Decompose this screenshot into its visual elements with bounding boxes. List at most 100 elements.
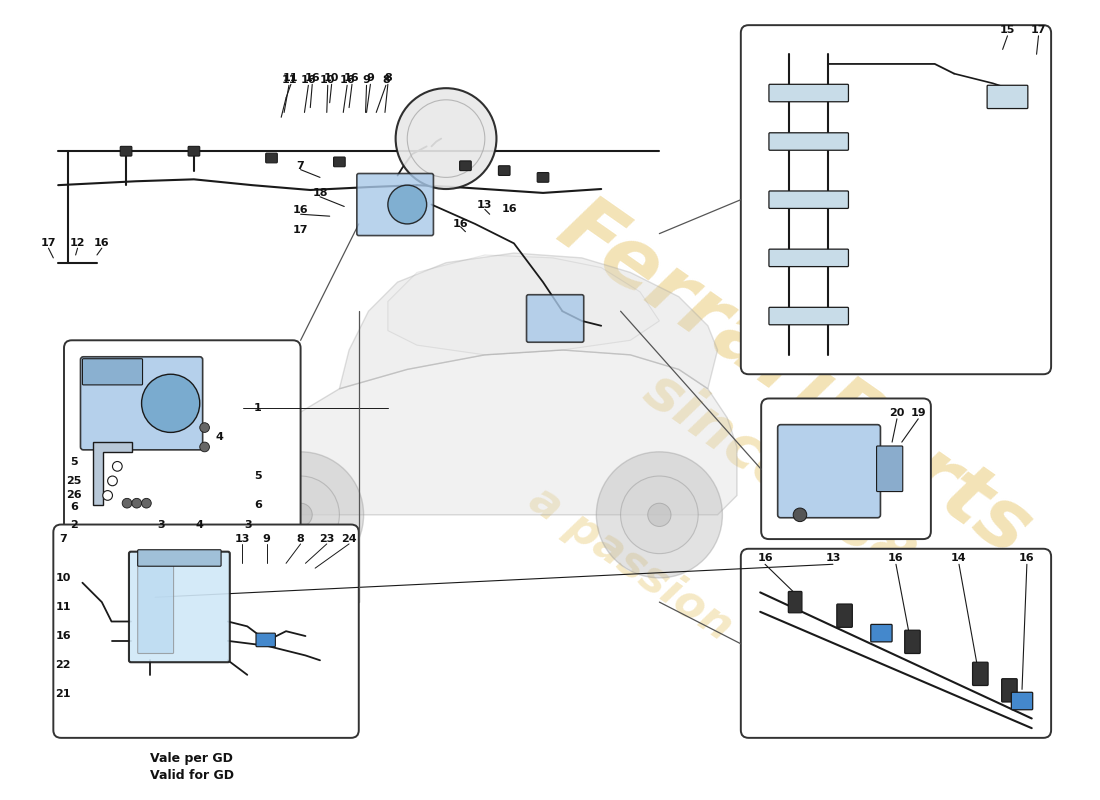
Text: a passion: a passion	[520, 478, 740, 649]
Text: 3: 3	[244, 519, 252, 530]
Text: 23: 23	[319, 534, 334, 544]
Text: 13: 13	[825, 554, 840, 563]
FancyBboxPatch shape	[769, 84, 848, 102]
FancyBboxPatch shape	[53, 525, 359, 738]
Circle shape	[142, 374, 200, 433]
FancyBboxPatch shape	[769, 307, 848, 325]
Text: 5: 5	[254, 471, 262, 481]
FancyBboxPatch shape	[527, 294, 584, 342]
Text: 16: 16	[757, 554, 773, 563]
Text: 6: 6	[69, 502, 78, 512]
Text: 16: 16	[1019, 554, 1035, 563]
Circle shape	[620, 476, 698, 554]
FancyBboxPatch shape	[904, 630, 921, 654]
Circle shape	[262, 476, 340, 554]
FancyBboxPatch shape	[266, 153, 277, 163]
Circle shape	[388, 185, 427, 224]
Text: 11: 11	[282, 75, 297, 86]
Text: 18: 18	[312, 188, 328, 198]
Text: 26: 26	[66, 490, 81, 501]
FancyBboxPatch shape	[769, 133, 848, 150]
FancyBboxPatch shape	[761, 398, 931, 539]
Text: 4: 4	[216, 432, 223, 442]
FancyBboxPatch shape	[740, 25, 1052, 374]
Text: 11: 11	[55, 602, 70, 612]
Circle shape	[132, 498, 142, 508]
Polygon shape	[94, 442, 132, 505]
Text: 16: 16	[339, 75, 355, 86]
FancyBboxPatch shape	[498, 166, 510, 175]
Circle shape	[596, 452, 723, 578]
FancyBboxPatch shape	[789, 591, 802, 613]
Text: 16: 16	[502, 204, 517, 214]
Text: 12: 12	[69, 238, 86, 248]
Text: 16: 16	[94, 238, 110, 248]
Text: 14: 14	[952, 554, 967, 563]
Polygon shape	[340, 253, 717, 389]
FancyBboxPatch shape	[82, 358, 143, 385]
Circle shape	[238, 452, 364, 578]
Circle shape	[112, 462, 122, 471]
FancyBboxPatch shape	[1002, 678, 1018, 702]
Text: 16: 16	[55, 631, 70, 641]
Text: 17: 17	[41, 238, 56, 248]
Text: 15: 15	[1000, 25, 1015, 35]
Circle shape	[200, 422, 209, 433]
Text: 10: 10	[55, 573, 70, 583]
Text: 7: 7	[297, 161, 305, 170]
Text: 19: 19	[911, 408, 926, 418]
Text: 9: 9	[363, 75, 371, 86]
FancyBboxPatch shape	[837, 604, 852, 627]
Circle shape	[108, 476, 118, 486]
Text: 16: 16	[300, 75, 316, 86]
Text: 10: 10	[320, 75, 336, 86]
FancyBboxPatch shape	[120, 146, 132, 156]
Text: 16: 16	[344, 74, 360, 83]
FancyBboxPatch shape	[778, 425, 880, 518]
Text: 16: 16	[305, 74, 320, 83]
FancyBboxPatch shape	[769, 191, 848, 209]
Text: 13: 13	[234, 534, 250, 544]
Text: 24: 24	[341, 534, 356, 544]
Text: 16: 16	[293, 206, 308, 215]
Text: 11: 11	[283, 74, 298, 83]
FancyBboxPatch shape	[188, 146, 200, 156]
FancyBboxPatch shape	[537, 173, 549, 182]
Polygon shape	[213, 350, 737, 515]
FancyBboxPatch shape	[460, 161, 471, 170]
FancyBboxPatch shape	[64, 340, 300, 534]
Circle shape	[396, 88, 496, 189]
Text: 7: 7	[59, 534, 67, 544]
FancyBboxPatch shape	[129, 552, 230, 662]
FancyBboxPatch shape	[1011, 692, 1033, 710]
Text: 1: 1	[254, 403, 262, 413]
Text: 8: 8	[297, 534, 305, 544]
Polygon shape	[388, 255, 659, 355]
FancyBboxPatch shape	[987, 86, 1027, 109]
FancyBboxPatch shape	[356, 174, 433, 235]
Text: 17: 17	[1031, 25, 1046, 35]
Circle shape	[122, 498, 132, 508]
Text: 5: 5	[70, 457, 77, 466]
FancyBboxPatch shape	[333, 157, 345, 166]
Circle shape	[102, 490, 112, 500]
Text: 3: 3	[157, 519, 165, 530]
Text: 4: 4	[196, 519, 204, 530]
FancyBboxPatch shape	[138, 550, 221, 566]
FancyBboxPatch shape	[871, 625, 892, 642]
Text: Vale per GD
Valid for GD: Vale per GD Valid for GD	[151, 753, 234, 782]
Text: 13: 13	[477, 199, 493, 210]
Text: 17: 17	[293, 225, 308, 234]
FancyBboxPatch shape	[769, 249, 848, 266]
Text: 16: 16	[888, 554, 904, 563]
FancyBboxPatch shape	[740, 549, 1052, 738]
FancyBboxPatch shape	[972, 662, 988, 686]
Text: 2: 2	[69, 519, 78, 530]
FancyBboxPatch shape	[80, 357, 202, 450]
Text: 20: 20	[889, 408, 904, 418]
Text: 25: 25	[66, 476, 81, 486]
Text: 21: 21	[55, 690, 70, 699]
Text: 9: 9	[263, 534, 271, 544]
Circle shape	[648, 503, 671, 526]
Text: 22: 22	[55, 660, 70, 670]
